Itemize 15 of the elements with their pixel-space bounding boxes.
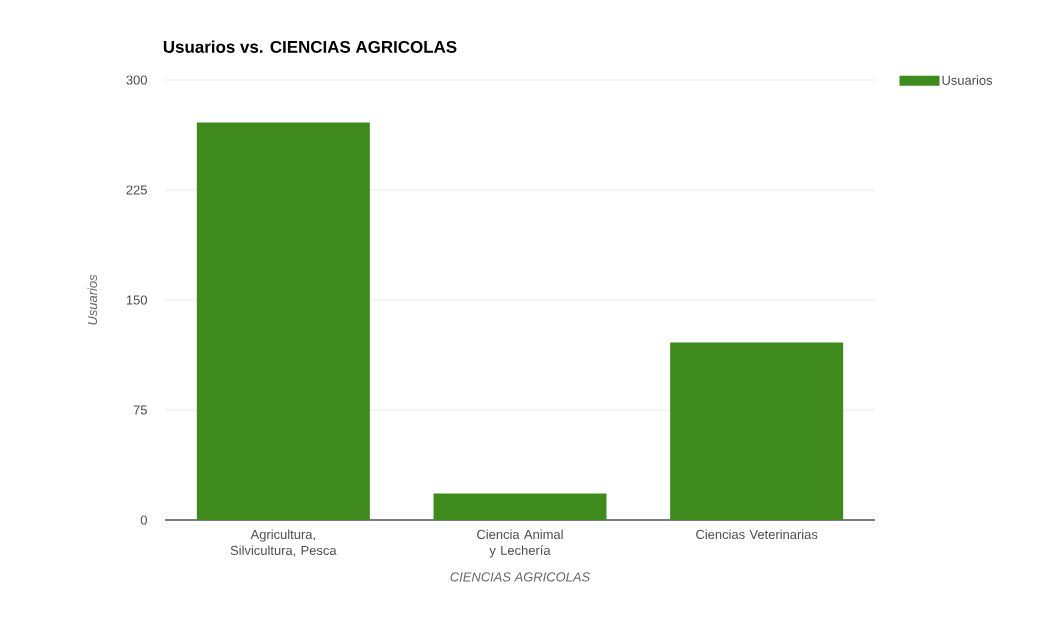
legend-label: Usuarios [942,75,993,85]
chart-title: Usuarios vs. CIENCIAS AGRICOLAS [163,40,457,53]
bar [196,122,370,520]
y-tick-label: 300 [126,75,147,85]
x-tick-label: Ciencia Animal y Lechería [477,529,563,558]
y-tick-label: 150 [126,295,147,305]
y-tick-label: 75 [133,405,147,415]
y-tick-label: 0 [140,515,147,525]
y-tick-label: 225 [126,185,147,195]
bar [670,342,844,520]
y-axis-title: Usuarios [87,274,98,325]
x-tick-label: Agricultura, Silvicultura, Pesca [230,529,337,557]
bar [433,493,607,520]
x-axis-title: CIENCIAS AGRICOLAS [450,572,591,582]
x-tick-label: Ciencias Veterinarias [696,529,818,540]
